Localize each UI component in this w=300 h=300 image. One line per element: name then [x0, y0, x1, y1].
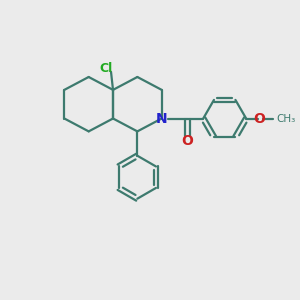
Text: CH₃: CH₃	[276, 113, 296, 124]
Text: O: O	[253, 112, 265, 125]
Text: O: O	[182, 134, 194, 148]
Text: Cl: Cl	[99, 62, 112, 75]
Text: N: N	[156, 112, 167, 125]
